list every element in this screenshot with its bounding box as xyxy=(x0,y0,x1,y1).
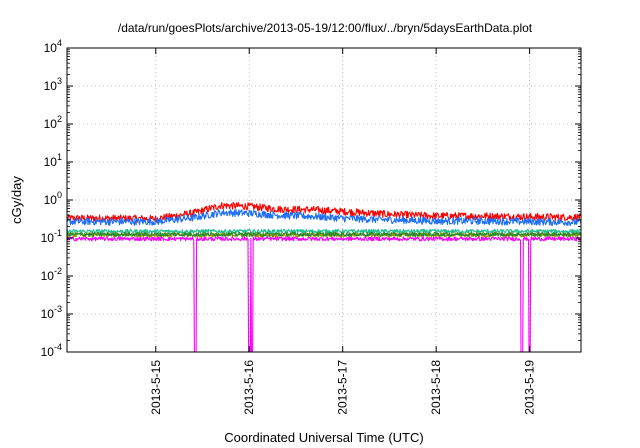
series-line xyxy=(67,228,581,234)
series-line xyxy=(67,208,581,227)
y-tick-label: 100 xyxy=(44,190,62,207)
x-tick-labels: 2013-5-15 2013-5-16 2013-5-17 2013-5-18 2013… xyxy=(149,360,537,415)
grid xyxy=(67,48,581,352)
x-tick-label: 2013-5-18 xyxy=(429,360,443,415)
series-line xyxy=(67,201,581,223)
y-tick-label: 10-2 xyxy=(41,266,62,283)
y-tick-label: 10-1 xyxy=(41,228,62,245)
y-tick-label: 10-3 xyxy=(41,304,62,321)
x-axis-label: Coordinated Universal Time (UTC) xyxy=(224,430,423,445)
chart-title: /data/run/goesPlots/archive/2013-05-19/1… xyxy=(118,21,533,35)
y-tick-label: 101 xyxy=(44,152,62,169)
series-layer xyxy=(67,201,581,352)
x-tick-label: 2013-5-19 xyxy=(523,360,537,415)
y-tick-label: 102 xyxy=(44,114,62,131)
y-tick-label: 10-4 xyxy=(41,342,62,359)
y-tick-labels: 10-4 10-3 10-2 10-1 100 101 102 103 104 xyxy=(41,38,62,359)
y-tick-label: 104 xyxy=(44,38,62,55)
series-group xyxy=(67,201,581,352)
x-tick-label: 2013-5-15 xyxy=(149,360,163,415)
series-line xyxy=(67,236,581,352)
y-tick-label: 103 xyxy=(44,76,62,93)
axis-ticks xyxy=(67,47,581,353)
x-tick-label: 2013-5-16 xyxy=(242,360,256,415)
y-axis-label: cGy/day xyxy=(9,176,24,224)
series-line xyxy=(67,231,581,237)
x-tick-label: 2013-5-17 xyxy=(336,360,350,415)
